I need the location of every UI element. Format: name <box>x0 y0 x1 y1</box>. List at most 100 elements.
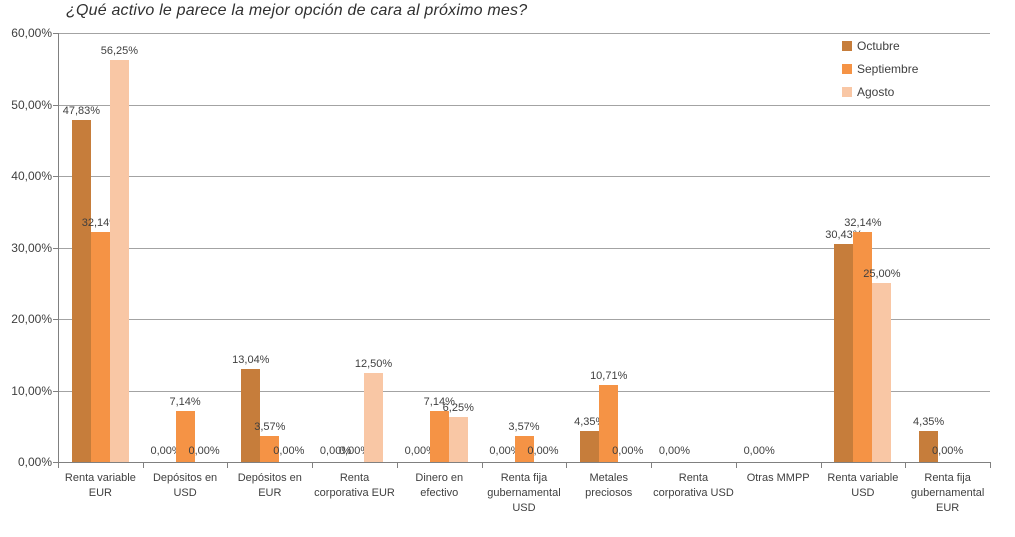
x-axis-tick <box>481 463 483 468</box>
data-label: 0,00% <box>338 445 371 457</box>
data-label: 56,25% <box>100 44 139 57</box>
y-axis-tick <box>53 319 58 320</box>
x-axis-category-label: Renta fija gubernamental USD <box>487 472 561 514</box>
data-label: 32,14% <box>81 217 120 230</box>
data-label: 10,71% <box>590 370 628 383</box>
data-label: 30,43% <box>825 229 863 242</box>
data-label: 0,00% <box>612 445 644 457</box>
data-label: 0,00% <box>273 445 305 457</box>
x-axis-category-label: Renta variable USD <box>827 472 899 499</box>
x-axis-category-label: Dinero en efectivo <box>415 472 464 499</box>
x-axis-tick <box>227 463 229 468</box>
y-axis-label: 60,00% <box>11 26 52 40</box>
bar-septiembre-6[interactable] <box>514 436 534 462</box>
bar-agosto-1[interactable] <box>109 59 129 462</box>
bar-octubre-1[interactable] <box>71 120 91 462</box>
legend-label: Agosto <box>857 84 895 99</box>
gridline <box>58 33 990 34</box>
bar-septiembre-3[interactable] <box>260 436 280 462</box>
x-axis-category-label: Renta fija gubernamental EUR <box>910 472 985 514</box>
bar-octubre-11[interactable] <box>919 430 939 462</box>
x-axis-tick <box>651 463 653 468</box>
data-label: 0,00% <box>743 445 775 457</box>
bar-septiembre-7[interactable] <box>599 385 619 462</box>
data-label: 32,14% <box>844 217 882 230</box>
bar-octubre-3[interactable] <box>241 368 261 462</box>
bar-agosto-5[interactable] <box>448 417 468 462</box>
data-label: 25,00% <box>863 268 901 281</box>
legend-label: Septiembre <box>857 61 919 76</box>
y-axis-tick <box>53 247 58 249</box>
x-axis-tick <box>735 463 737 468</box>
legend-label: Octubre <box>857 38 900 53</box>
x-axis-category-label: Otras MMPP <box>746 472 810 484</box>
x-axis-category-label: Renta corporativa EUR <box>314 472 395 499</box>
x-axis-category-label: Depósitos en USD <box>152 472 218 499</box>
y-axis-tick <box>53 462 58 463</box>
data-label: 12,50% <box>354 357 393 370</box>
data-label: 13,04% <box>232 353 270 366</box>
data-label: 7,14% <box>423 395 455 408</box>
gridline <box>58 319 990 320</box>
data-label: 0,00% <box>489 445 521 457</box>
y-axis-label: 0,00% <box>17 455 52 469</box>
x-axis-tick <box>142 463 144 468</box>
x-axis-category-label: Renta corporativa USD <box>653 472 734 499</box>
legend-item-septiembre[interactable]: Septiembre <box>842 57 918 80</box>
data-label: 7,14% <box>169 395 201 408</box>
data-label: 0,00% <box>932 445 964 457</box>
y-axis-label: 40,00% <box>11 169 52 183</box>
x-axis-category-label: Metales preciosos <box>585 472 633 499</box>
data-label: 0,00% <box>527 445 559 457</box>
bar-septiembre-10[interactable] <box>853 232 873 462</box>
data-label: 3,57% <box>254 421 286 434</box>
bar-septiembre-2[interactable] <box>175 410 195 462</box>
gridline <box>58 247 990 249</box>
bar-agosto-10[interactable] <box>872 283 892 462</box>
y-axis-label: 20,00% <box>11 312 52 326</box>
gridline <box>58 104 990 106</box>
data-label: 6,25% <box>442 402 474 415</box>
y-axis-tick <box>53 33 58 34</box>
gridline <box>58 390 990 392</box>
x-axis-category-label: Renta variable EUR <box>64 472 136 499</box>
x-axis-tick <box>905 463 907 468</box>
data-label: 4,35% <box>913 415 945 428</box>
bar-septiembre-1[interactable] <box>90 232 110 462</box>
x-axis-tick <box>58 463 59 468</box>
x-axis-line <box>58 462 991 463</box>
legend-swatch-septiembre-icon <box>842 63 852 74</box>
legend: Octubre Septiembre Agosto <box>842 34 918 103</box>
x-axis-tick <box>396 463 398 468</box>
bar-octubre-10[interactable] <box>834 244 854 462</box>
data-label: 47,83% <box>62 105 101 117</box>
data-label: 4,35% <box>574 415 606 428</box>
x-axis-tick <box>990 463 991 468</box>
chart-title: ¿Qué activo le parece la mejor opción de… <box>66 2 528 19</box>
x-axis-category-label: Depósitos en EUR <box>237 472 302 499</box>
data-label: 0,00% <box>404 445 436 457</box>
legend-item-agosto[interactable]: Agosto <box>842 80 918 103</box>
y-axis-line <box>58 33 59 462</box>
y-axis-tick <box>53 176 58 177</box>
bar-octubre-7[interactable] <box>580 430 600 462</box>
legend-item-octubre[interactable]: Octubre <box>842 34 918 57</box>
legend-swatch-agosto-icon <box>842 86 852 97</box>
data-label: 0,00% <box>319 445 352 457</box>
y-axis-tick <box>53 104 58 106</box>
data-label: 0,00% <box>658 445 691 457</box>
y-axis-label: 50,00% <box>11 97 52 112</box>
data-label: 0,00% <box>150 445 182 457</box>
legend-swatch-octubre-icon <box>842 40 852 51</box>
y-axis-label: 10,00% <box>11 383 52 398</box>
data-label: 3,57% <box>508 421 540 434</box>
bar-septiembre-5[interactable] <box>429 410 449 462</box>
bar-agosto-4[interactable] <box>364 372 384 462</box>
y-axis-tick <box>53 390 58 392</box>
x-axis-tick <box>820 463 822 468</box>
y-axis-label: 30,00% <box>11 240 52 255</box>
x-axis-tick <box>566 463 568 468</box>
x-axis-tick <box>312 463 314 468</box>
data-label: 0,00% <box>188 445 220 457</box>
